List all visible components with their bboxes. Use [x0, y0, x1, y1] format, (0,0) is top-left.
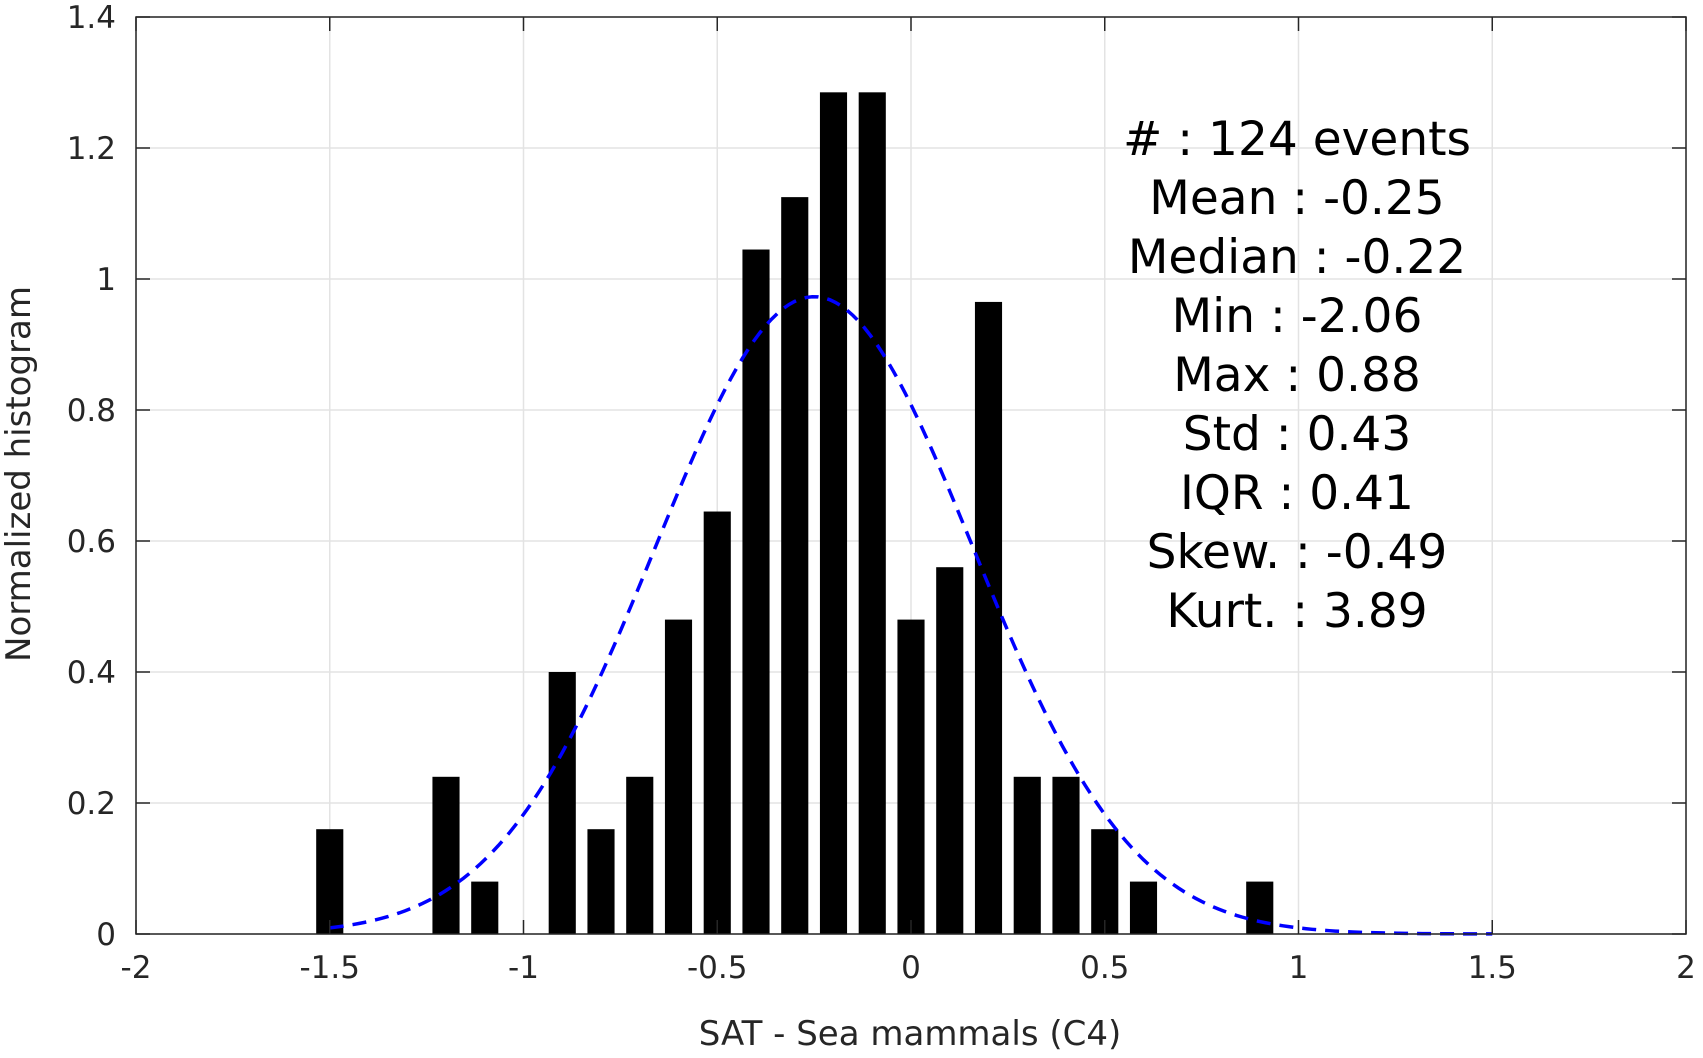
stats-line: Min : -2.06 — [1172, 289, 1423, 344]
histogram-bar — [936, 567, 964, 934]
normal-fit-curve — [329, 294, 1493, 936]
x-tick-label: 1 — [1289, 950, 1309, 986]
histogram-bar — [471, 881, 499, 934]
histogram-bar — [626, 776, 654, 934]
y-tick-label: 1.2 — [67, 131, 116, 167]
histogram-bar — [858, 92, 886, 934]
x-tick-label: -0.5 — [687, 950, 748, 986]
y-tick-label: 0.4 — [67, 655, 116, 691]
x-tick-label: -1.5 — [300, 950, 361, 986]
y-tick-label: 1 — [96, 262, 116, 298]
tick-labels: -2 -1.5 -1 -0.5 0 0.5 1 1.5 2 0 0.2 0.4 0.6 0.8 1 1.2 1.… — [67, 0, 1696, 986]
histogram-bar — [781, 197, 809, 934]
x-tick-label: 0.5 — [1080, 950, 1129, 986]
x-tick-label: 1.5 — [1468, 950, 1517, 986]
x-tick-label: -2 — [121, 950, 152, 986]
y-tick-label: 0.8 — [67, 393, 116, 429]
x-axis-label: SAT - Sea mammals (C4) — [699, 1014, 1122, 1053]
histogram-bar — [703, 511, 731, 934]
histogram-bar — [742, 249, 770, 934]
stats-line: IQR : 0.41 — [1180, 466, 1414, 521]
histogram-bar — [1129, 881, 1158, 934]
stats-line: Max : 0.88 — [1173, 348, 1421, 403]
stats-line: Mean : -0.25 — [1149, 171, 1444, 226]
histogram-bar — [974, 301, 1003, 934]
histogram-bar — [1246, 881, 1274, 934]
histogram-bar — [819, 92, 848, 934]
stats-line: Skew. : -0.49 — [1147, 525, 1448, 580]
y-tick-label: 0.6 — [67, 524, 116, 560]
histogram-bar — [1052, 776, 1080, 934]
histogram-bar — [1091, 829, 1119, 934]
histogram-bar — [664, 619, 693, 934]
y-axis-label: Normalized histogram — [0, 286, 39, 662]
y-tick-label: 0.2 — [67, 786, 116, 822]
x-tick-label: 2 — [1676, 950, 1696, 986]
stats-line: Median : -0.22 — [1128, 230, 1466, 285]
x-tick-label: 0 — [901, 950, 921, 986]
histogram-bars — [316, 92, 1274, 934]
histogram-bar — [897, 619, 925, 934]
histogram-bar — [432, 776, 460, 934]
stats-line: Kurt. : 3.89 — [1166, 584, 1427, 639]
x-tick-label: -1 — [508, 950, 539, 986]
histogram-bar — [316, 829, 344, 934]
histogram-bar — [587, 829, 615, 934]
stats-line: # : 124 events — [1123, 112, 1471, 167]
histogram-bar — [1013, 776, 1041, 934]
stats-line: Std : 0.43 — [1183, 407, 1411, 462]
histogram-bar — [548, 672, 576, 934]
fit-curve-line — [329, 294, 1493, 936]
plot-axes — [135, 16, 1687, 935]
y-tick-label: 1.4 — [67, 0, 116, 36]
y-tick-label: 0 — [96, 917, 116, 953]
